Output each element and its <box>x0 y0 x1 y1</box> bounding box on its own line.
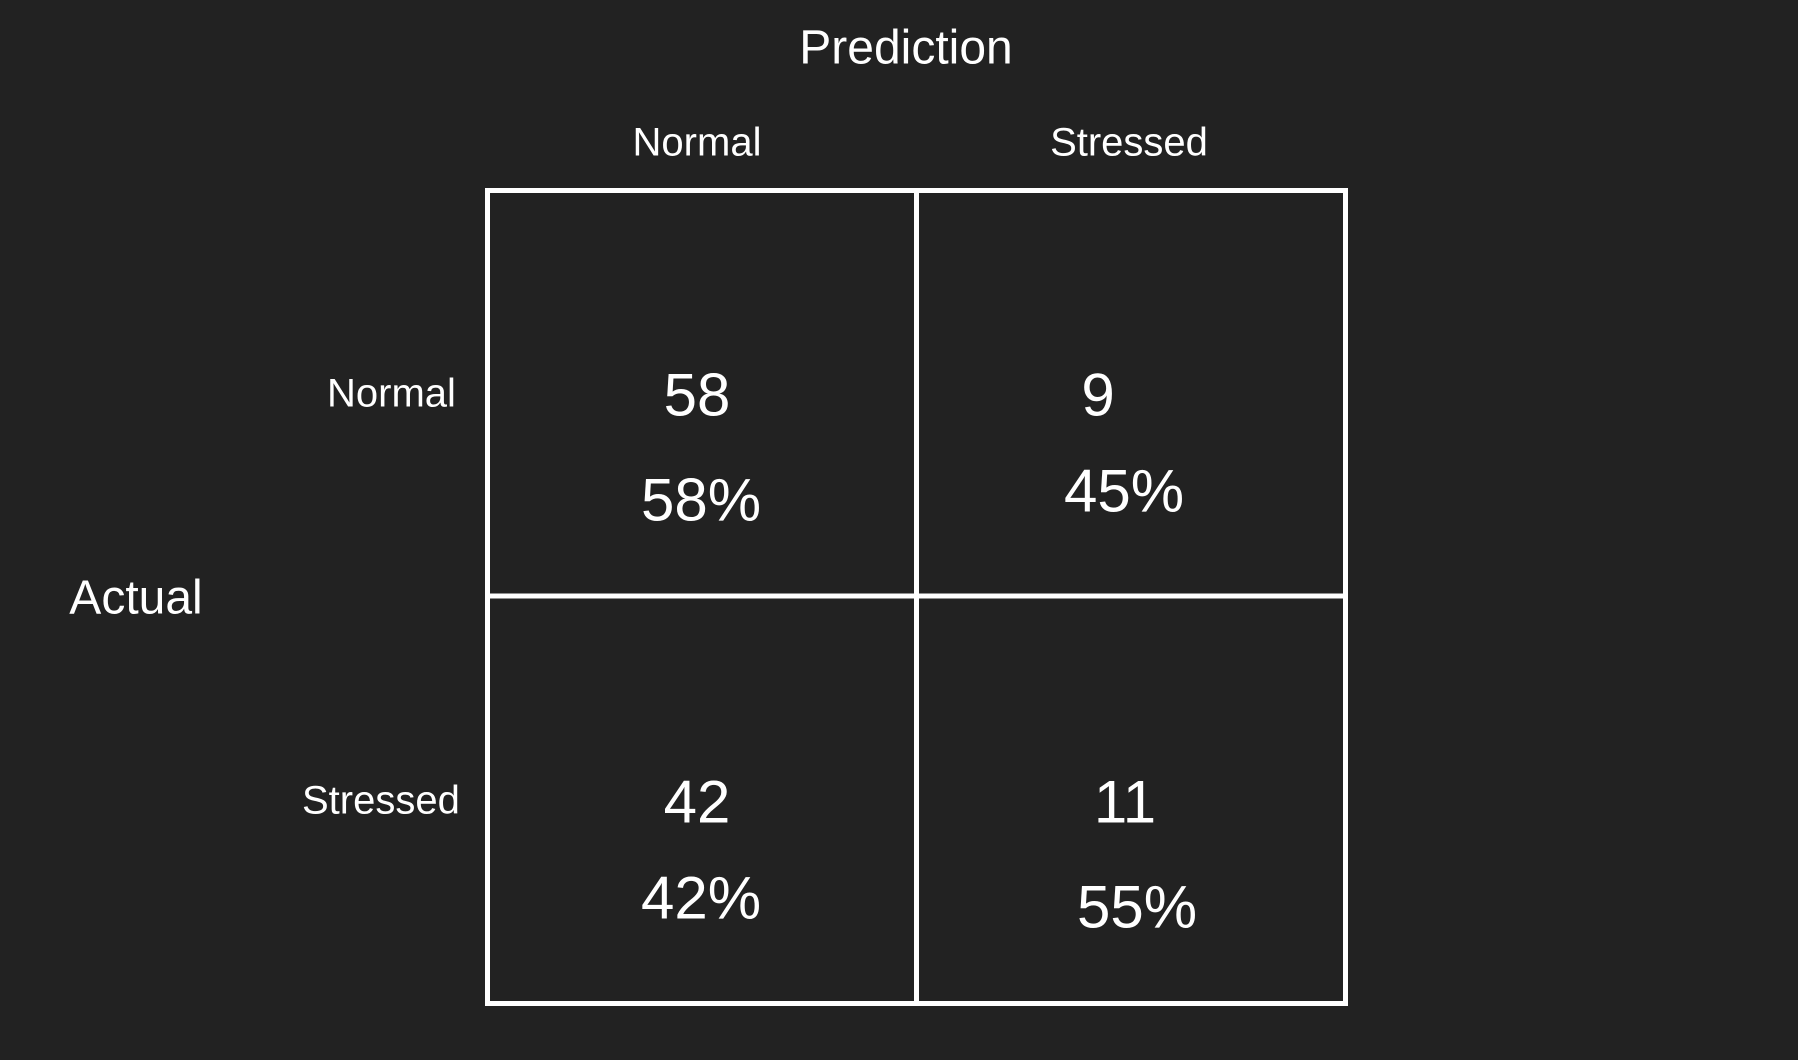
cell-stressed-stressed-percent: 55% <box>1076 873 1198 941</box>
cell-stressed-normal-count: 42 <box>663 768 731 836</box>
actual-axis-title: Actual <box>69 571 203 625</box>
cell-normal-normal-count: 58 <box>663 361 731 429</box>
cell-stressed-stressed-count: 11 <box>1093 768 1157 836</box>
confusion-matrix-grid <box>485 188 1348 1006</box>
cell-normal-normal-percent: 58% <box>640 466 762 534</box>
row-label-normal: Normal <box>327 371 456 416</box>
cell-normal-stressed-count: 9 <box>1081 361 1115 429</box>
cell-stressed-normal-percent: 42% <box>640 864 762 932</box>
grid-lines <box>485 188 1348 1006</box>
prediction-axis-title: Prediction <box>799 21 1013 75</box>
cell-normal-stressed-percent: 45% <box>1063 457 1185 525</box>
row-label-stressed: Stressed <box>302 778 460 823</box>
column-label-stressed: Stressed <box>1050 120 1208 165</box>
column-label-normal: Normal <box>632 120 762 165</box>
